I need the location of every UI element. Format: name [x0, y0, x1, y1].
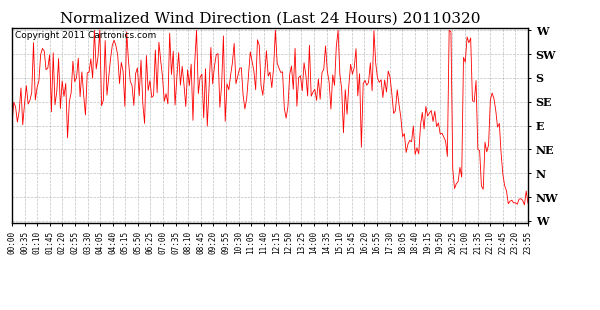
Title: Normalized Wind Direction (Last 24 Hours) 20110320: Normalized Wind Direction (Last 24 Hours…: [60, 11, 480, 25]
Text: Copyright 2011 Cartronics.com: Copyright 2011 Cartronics.com: [14, 31, 156, 40]
